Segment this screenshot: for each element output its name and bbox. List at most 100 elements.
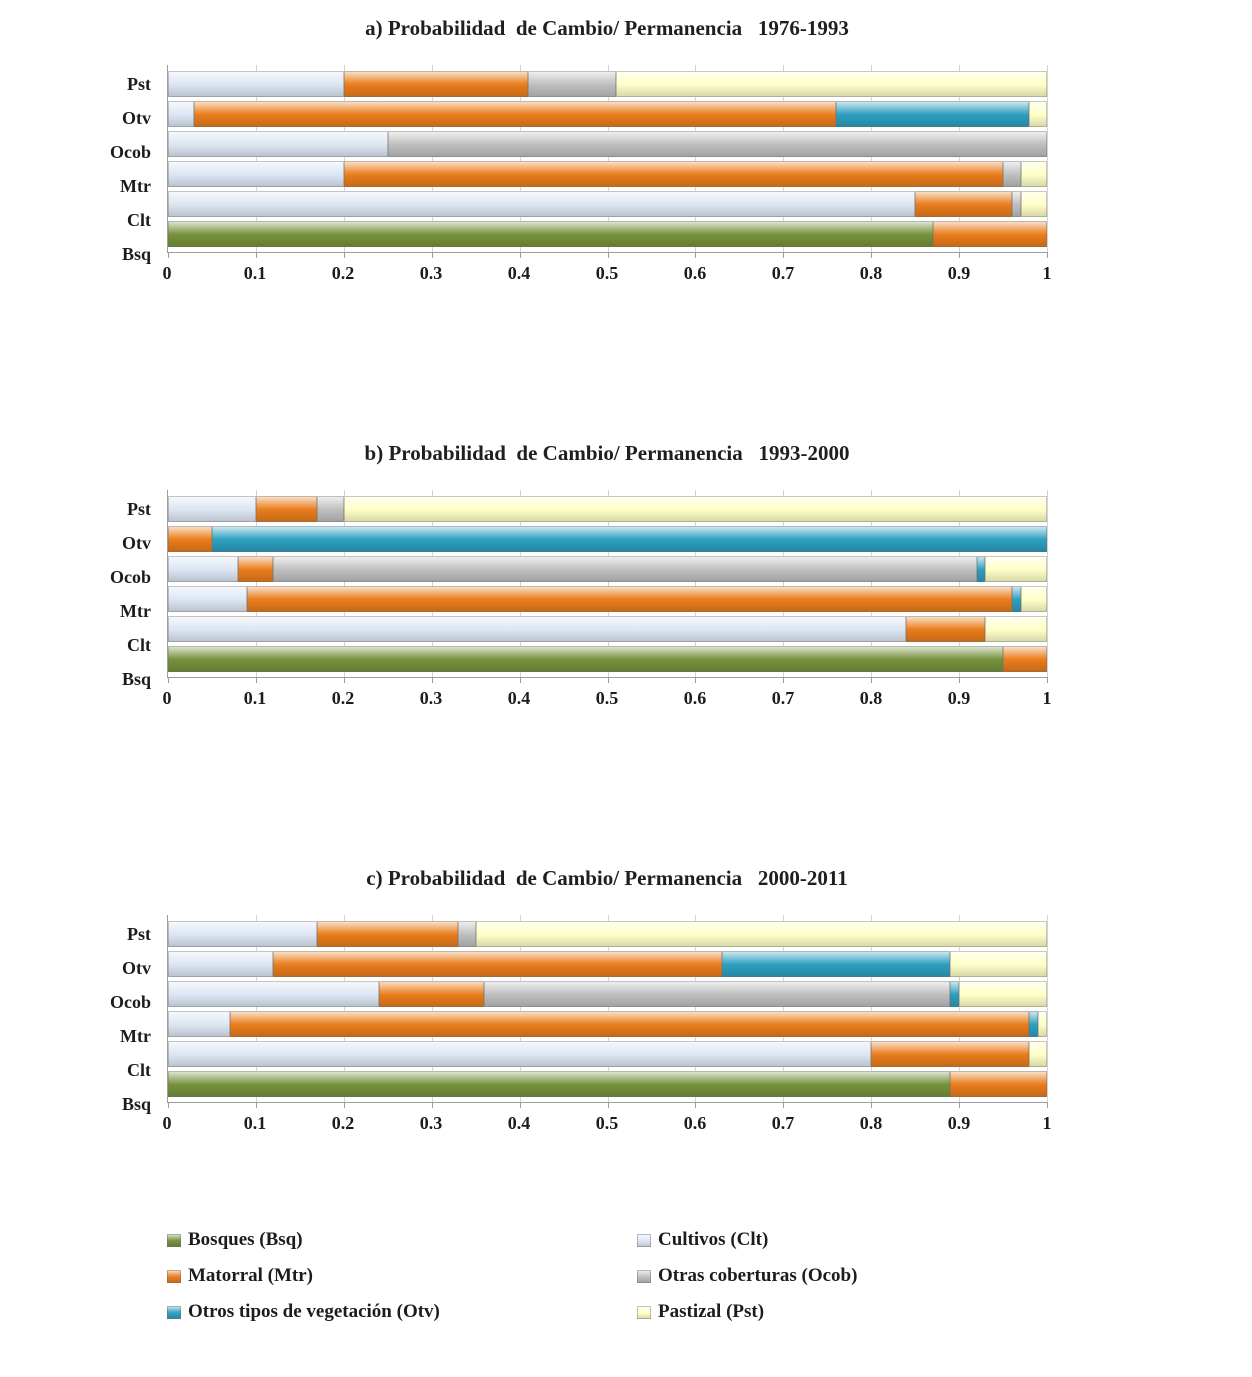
legend-label: Cultivos (Clt) [658,1229,769,1250]
y-axis-label: Pst [127,923,151,944]
tick-mark [519,1102,521,1108]
legend-label: Otras coberturas (Ocob) [658,1265,858,1286]
x-axis: 0 0.1 0.2 0.3 0.4 0.5 0.6 0.7 0.8 0.9 1 [163,678,1052,714]
tick-mark [695,1102,697,1108]
tick-mark [1047,252,1048,258]
gridline [431,490,433,677]
y-axis-label: Pst [127,498,151,519]
bar-segment [317,921,459,947]
tick-mark [871,677,873,683]
bar-segment [194,101,837,127]
bar-row [168,221,1047,247]
tick-mark [959,677,961,683]
bar-row [168,71,1047,97]
tick-mark [871,1102,873,1108]
tick-mark [1047,677,1048,683]
bar-segment [950,1071,1047,1097]
x-axis: 0 0.1 0.2 0.3 0.4 0.5 0.6 0.7 0.8 0.9 1 [163,253,1052,289]
bar-segment [528,71,617,97]
bar-segment [343,161,1004,187]
bar-segment [247,586,1012,612]
bar-segment [211,526,1047,552]
bar-segment [475,921,1047,947]
bar-row [168,161,1047,187]
chart-body: Pst Otv Ocob Mtr Clt Bsq 0 0.1 0.2 0.3 0.4 0.5 0.6 0… [62,490,1252,714]
chart-c: c) Probabilidad de Cambio/ Permanencia 2… [62,866,1252,1139]
gridline [519,490,521,677]
bar-segment [1029,101,1047,127]
bar-segment [168,1011,230,1037]
y-axis-label: Bsq [121,668,151,689]
y-axis-label: Clt [127,209,151,230]
y-axis-label: Ocob [109,566,151,587]
bar-segment [1020,161,1047,187]
bar-row [168,526,1047,552]
x-axis: 0 0.1 0.2 0.3 0.4 0.5 0.6 0.7 0.8 0.9 1 [163,1103,1052,1139]
bar-segment [1020,191,1047,217]
legend-item: Cultivos (Clt) [637,1229,857,1251]
x-tick-label: 0.8 [859,263,883,283]
gridline [959,65,961,252]
bar-row [168,586,1047,612]
gridline [343,490,345,677]
bar-row [168,616,1047,642]
x-tick-label: 0.5 [595,1113,619,1133]
tick-mark [343,677,345,683]
x-tick-label: 0 [162,688,172,708]
x-tick-label: 0.6 [683,263,707,283]
chart-title: a) Probabilidad de Cambio/ Permanencia 1… [365,16,849,40]
bar-segment [1003,646,1047,672]
bar-segment [168,616,907,642]
y-axis-label: Otv [122,532,151,553]
gridline [871,65,873,252]
x-tick-label: 0.5 [595,263,619,283]
legend-marker-icon [637,1269,651,1283]
gridline [519,915,521,1102]
x-tick-label: 0.2 [331,688,355,708]
tick-mark [431,1102,433,1108]
x-tick-label: 0.7 [771,263,795,283]
bar-segment [168,556,239,582]
y-axis-label: Ocob [109,141,151,162]
bar-segment [721,951,951,977]
tick-mark [343,1102,345,1108]
x-tick-label: 0.1 [243,1113,267,1133]
tick-mark [431,677,433,683]
tick-mark [607,1102,609,1108]
bar-segment [168,921,318,947]
bar-segment [950,951,1047,977]
y-axis-label: Clt [127,634,151,655]
bar-segment [985,616,1047,642]
y-axis-label: Mtr [120,600,151,621]
bar-segment [168,1071,951,1097]
plot-area [167,490,1048,683]
y-axis-labels: Pst Otv Ocob Mtr Clt Bsq [62,490,167,714]
x-tick-label: 0.1 [243,688,267,708]
x-tick-label: 0.8 [859,688,883,708]
bar-segment [343,496,1047,522]
tick-mark [607,677,609,683]
bar-segment [1003,161,1021,187]
x-tick-label: 0 [162,263,172,283]
tick-mark [695,677,697,683]
x-tick-label: 0.9 [947,688,971,708]
x-tick-label: 0.1 [243,263,267,283]
bar-segment [229,1011,1030,1037]
legend-item: Otras coberturas (Ocob) [637,1265,857,1287]
tick-mark [783,677,785,683]
legend-label: Bosques (Bsq) [188,1229,303,1250]
gridline [519,65,521,252]
gridline [871,915,873,1102]
tick-mark [959,1102,961,1108]
x-tick-label: 0.7 [771,1113,795,1133]
bar-segment [317,496,344,522]
legend-label: Pastizal (Pst) [658,1301,765,1322]
tick-mark [871,252,873,258]
y-axis-labels: Pst Otv Ocob Mtr Clt Bsq [62,915,167,1139]
chart-b: b) Probabilidad de Cambio/ Permanencia 1… [62,441,1252,714]
tick-mark [168,677,169,683]
bar-row [168,981,1047,1007]
bar-segment [1011,191,1021,217]
bar-segment [1029,1011,1039,1037]
